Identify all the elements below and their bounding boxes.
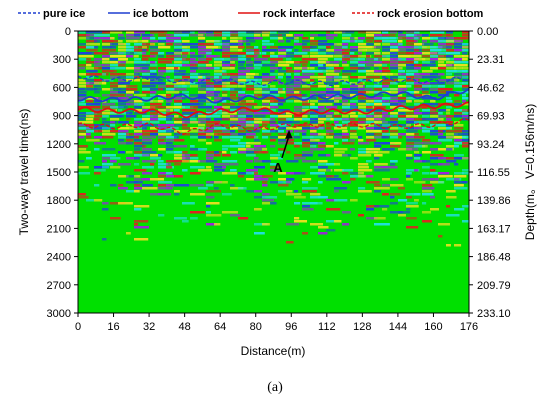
legend-label: ice bottom xyxy=(133,8,189,20)
x-axis: 0 16 32 48 64 80 96 112 128 144 160 176 xyxy=(75,313,478,333)
y-left-tick-label: 1800 xyxy=(47,195,71,207)
y-left-tick-label: 2100 xyxy=(47,223,71,235)
y-right-tick-label: 186.48 xyxy=(477,252,511,264)
x-tick-label: 48 xyxy=(179,321,191,333)
y-left-tick-label: 1200 xyxy=(47,139,71,151)
x-tick-label: 176 xyxy=(460,321,478,333)
horizon-lines xyxy=(78,75,469,135)
legend: pure ice ice bottom rock interface rock ero… xyxy=(18,8,484,20)
legend-label: pure ice xyxy=(43,8,85,20)
x-tick-label: 144 xyxy=(389,321,407,333)
x-tick-label: 0 xyxy=(75,321,81,333)
y-left-tick-label: 1500 xyxy=(47,167,71,179)
y-left-tick-label: 300 xyxy=(53,54,71,66)
y-left-tick-label: 600 xyxy=(53,82,71,94)
y-right-tick-label: 163.17 xyxy=(477,223,511,235)
radargram-background xyxy=(78,31,469,313)
y-right-tick-label: 116.55 xyxy=(477,167,510,179)
y-axis-left: 0 300 600 900 1200 1500 1800 2100 2400 2700 3000 xyxy=(47,26,78,320)
y-left-tick-label: 900 xyxy=(53,111,71,123)
y-right-tick-label: 93.24 xyxy=(477,139,505,151)
annotation-a: A xyxy=(273,129,293,175)
y-left-tick-label: 0 xyxy=(65,26,71,38)
x-tick-label: 80 xyxy=(250,321,262,333)
y-right-tick-label: 209.79 xyxy=(477,280,511,292)
legend-label: rock interface xyxy=(263,8,335,20)
y-right-tick-label: 0.00 xyxy=(477,26,498,38)
x-tick-label: 96 xyxy=(285,321,297,333)
x-tick-label: 160 xyxy=(424,321,442,333)
annotation-arrow-head xyxy=(285,129,293,139)
y-right-tick-label: 139.86 xyxy=(477,195,511,207)
x-tick-label: 32 xyxy=(143,321,155,333)
y-left-tick-label: 2700 xyxy=(47,280,71,292)
legend-label: rock erosion bottom xyxy=(377,8,484,20)
annotation-label: A xyxy=(273,160,283,175)
x-tick-label: 128 xyxy=(353,321,371,333)
y-axis-left-title: Two-way travel time(ns) xyxy=(17,109,31,236)
x-tick-label: 64 xyxy=(214,321,226,333)
y-axis-right: 0.00 23.31 46.62 69.93 93.24 116.55 139.86 163.… xyxy=(469,26,511,320)
x-tick-label: 112 xyxy=(318,321,336,333)
y-left-tick-label: 2400 xyxy=(47,252,71,264)
figure-caption: (a) xyxy=(267,380,283,395)
series-line-pure-ice xyxy=(78,75,469,87)
series-line-rock-interface xyxy=(78,101,469,119)
x-tick-label: 16 xyxy=(107,321,119,333)
series-line-ice-bottom xyxy=(78,87,469,104)
y-right-tick-label: 46.62 xyxy=(477,82,505,94)
y-right-tick-label: 69.93 xyxy=(477,111,505,123)
y-left-tick-label: 3000 xyxy=(47,308,71,320)
y-axis-right-title: Depth(m。 V=0.156m/ns) xyxy=(523,104,537,240)
series-line-rock-erosion-bottom xyxy=(78,118,469,135)
x-axis-title: Distance(m) xyxy=(241,344,306,358)
annotation-arrow-line xyxy=(281,135,290,159)
y-right-tick-label: 233.10 xyxy=(477,308,511,320)
y-right-tick-label: 23.31 xyxy=(477,54,505,66)
